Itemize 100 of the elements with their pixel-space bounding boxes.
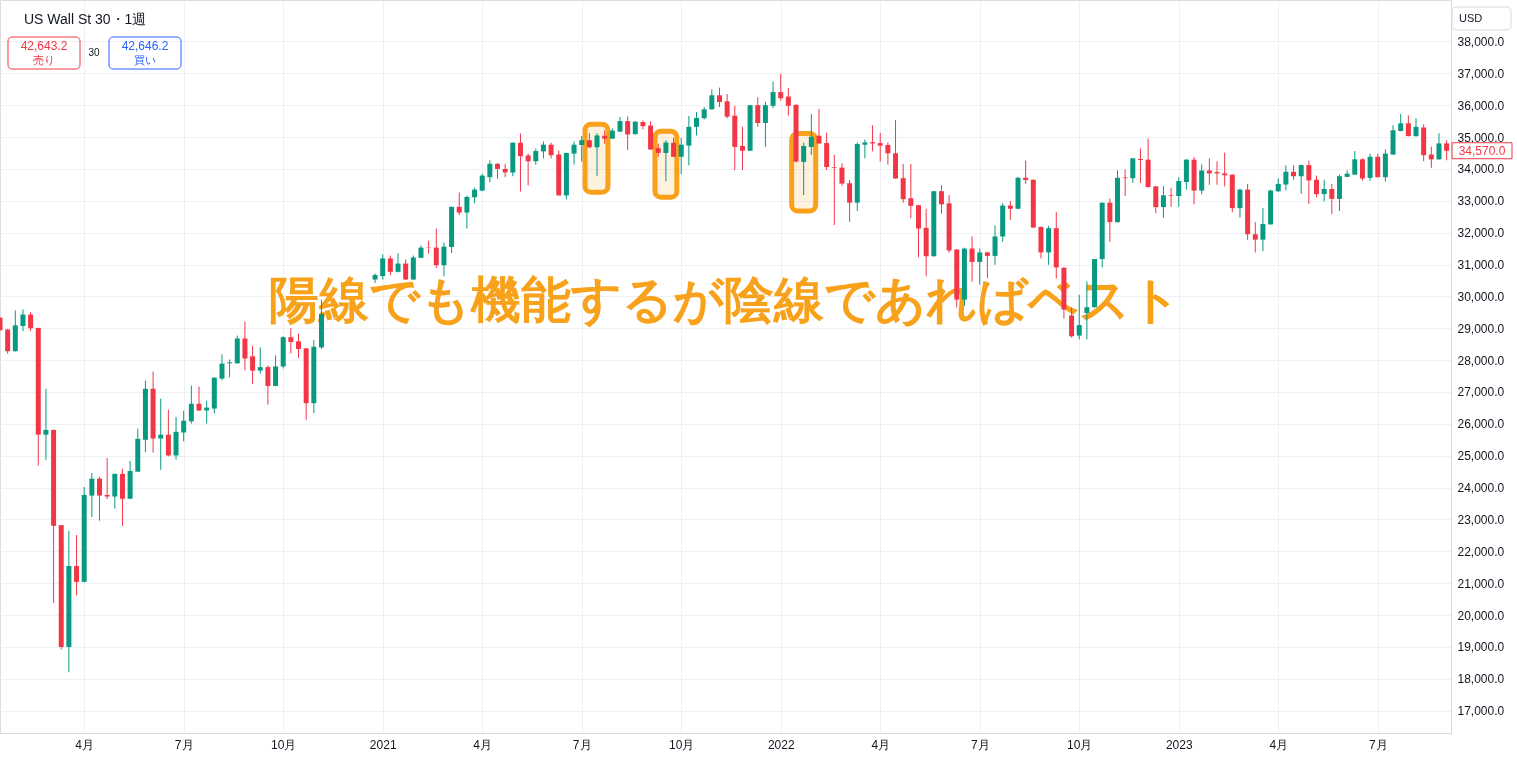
candlestick bbox=[1199, 163, 1205, 195]
y-tick-label: 18,000.0 bbox=[1457, 672, 1505, 687]
candlestick bbox=[1367, 153, 1373, 182]
candlestick bbox=[640, 119, 646, 130]
candlestick bbox=[188, 385, 194, 425]
candlestick bbox=[663, 139, 669, 182]
annotation: 42,646.2 bbox=[121, 39, 169, 53]
x-tick-label: 10月 bbox=[669, 737, 695, 752]
candlestick bbox=[824, 132, 830, 171]
candlestick bbox=[770, 81, 776, 109]
x-tick-label: 4月 bbox=[1269, 737, 1289, 752]
y-tick-label: 30,000.0 bbox=[1457, 289, 1505, 304]
y-tick-label: 37,000.0 bbox=[1457, 66, 1505, 81]
y-tick-label: 26,000.0 bbox=[1457, 417, 1505, 432]
candlestick bbox=[158, 398, 164, 471]
text: 34,570.0 bbox=[1458, 143, 1506, 158]
y-tick-label: 24,000.0 bbox=[1457, 481, 1505, 496]
candlestick bbox=[196, 386, 202, 412]
candlestick bbox=[219, 353, 225, 381]
candlestick bbox=[625, 115, 631, 151]
x-tick-label: 7月 bbox=[1368, 737, 1388, 752]
candlestick bbox=[579, 135, 585, 163]
y-tick-label: 22,000.0 bbox=[1457, 544, 1505, 559]
x-tick-label: 2022 bbox=[767, 737, 795, 752]
candlestick bbox=[43, 388, 49, 461]
candlestick bbox=[5, 328, 11, 355]
candlestick bbox=[273, 354, 279, 387]
candlestick bbox=[20, 308, 26, 332]
candlestick bbox=[403, 258, 409, 281]
candlestick bbox=[900, 163, 906, 204]
candlestick bbox=[380, 253, 386, 280]
candlestick bbox=[877, 132, 883, 163]
candlestick bbox=[288, 327, 294, 354]
y-tick-label: 21,000.0 bbox=[1457, 576, 1505, 591]
candlestick bbox=[716, 87, 722, 108]
candlestick bbox=[847, 179, 853, 223]
candlestick bbox=[1260, 207, 1266, 252]
x-tick-label: 4月 bbox=[75, 737, 95, 752]
x-tick-label: 10月 bbox=[271, 737, 297, 752]
x-tick-label: 2021 bbox=[369, 737, 397, 752]
y-tick-label: 36,000.0 bbox=[1457, 98, 1505, 113]
candlestick bbox=[992, 224, 998, 266]
candlestick bbox=[984, 251, 990, 279]
y-tick-label: 31,000.0 bbox=[1457, 258, 1505, 273]
candlestick bbox=[1382, 148, 1388, 182]
candlestick bbox=[1252, 221, 1258, 253]
candlestick bbox=[1298, 163, 1304, 195]
annotation: 42,643.2 bbox=[20, 39, 68, 53]
candlestick bbox=[1306, 160, 1312, 205]
candlestick bbox=[227, 358, 233, 378]
candlestick bbox=[839, 162, 845, 187]
candlestick bbox=[785, 87, 791, 117]
candlestick bbox=[28, 311, 34, 332]
candlestick bbox=[862, 139, 868, 159]
y-tick-label: 32,000.0 bbox=[1457, 226, 1505, 241]
candlestick bbox=[1137, 148, 1143, 184]
candlestick bbox=[778, 73, 784, 102]
candlestick bbox=[1359, 157, 1365, 182]
x-tick-label: 4月 bbox=[473, 737, 493, 752]
annotation: 30 bbox=[88, 47, 100, 58]
candlestick bbox=[808, 113, 814, 156]
candlestick bbox=[694, 111, 700, 136]
candlestick bbox=[410, 255, 416, 281]
candlestick bbox=[487, 159, 493, 183]
candlestick bbox=[938, 184, 944, 215]
candlestick bbox=[441, 242, 447, 277]
candlestick bbox=[1168, 187, 1174, 208]
candlestick bbox=[1413, 117, 1419, 138]
candlestick bbox=[456, 191, 462, 216]
candlestick bbox=[74, 534, 80, 596]
candlestick bbox=[517, 133, 523, 193]
candlestick bbox=[296, 332, 302, 359]
candlestick bbox=[571, 141, 577, 165]
annotation: 売り bbox=[33, 54, 55, 66]
candlestick bbox=[1352, 150, 1358, 176]
candlestick bbox=[1160, 185, 1166, 219]
candlestick bbox=[1321, 179, 1327, 202]
candlestick bbox=[1023, 160, 1029, 185]
candlestick bbox=[250, 345, 256, 385]
x-tick-label: 4月 bbox=[871, 737, 891, 752]
candlestick bbox=[686, 115, 692, 166]
candlestick bbox=[762, 101, 768, 148]
y-tick-label: 25,000.0 bbox=[1457, 449, 1505, 464]
y-tick-label: 34,000.0 bbox=[1457, 162, 1505, 177]
candlestick bbox=[755, 96, 761, 128]
candlestick bbox=[885, 141, 891, 166]
candlestick bbox=[1153, 185, 1159, 214]
candlestick bbox=[1237, 188, 1243, 219]
candlestick bbox=[1176, 176, 1182, 208]
candlestick bbox=[112, 473, 118, 510]
candlestick bbox=[387, 255, 393, 276]
y-tick-label: 20,000.0 bbox=[1457, 608, 1505, 623]
candlestick bbox=[181, 410, 187, 442]
y-tick-label: 23,000.0 bbox=[1457, 512, 1505, 527]
annotation: 買い bbox=[134, 54, 156, 66]
candlestick bbox=[89, 472, 95, 518]
candlestick bbox=[801, 141, 807, 196]
candlestick bbox=[1336, 174, 1342, 212]
candlestick bbox=[1444, 139, 1450, 161]
text: USD bbox=[1459, 12, 1483, 24]
